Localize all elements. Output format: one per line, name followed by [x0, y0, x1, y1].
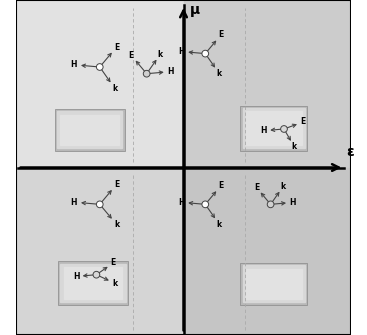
Circle shape: [202, 201, 208, 208]
Text: H: H: [178, 198, 184, 207]
Circle shape: [93, 271, 100, 278]
Text: E: E: [110, 259, 116, 267]
Bar: [184, 0, 351, 168]
Text: E: E: [301, 118, 306, 127]
Text: k: k: [292, 142, 297, 151]
Bar: [240, 263, 308, 305]
Text: k: k: [281, 182, 286, 191]
Text: E: E: [218, 30, 224, 40]
Bar: [61, 264, 126, 302]
Text: H: H: [289, 198, 296, 207]
Text: E: E: [128, 51, 134, 60]
Bar: [246, 269, 302, 299]
Bar: [57, 111, 122, 148]
Bar: [243, 265, 305, 302]
Text: k: k: [112, 279, 117, 288]
Text: E: E: [254, 183, 259, 192]
Text: E: E: [114, 43, 119, 52]
Circle shape: [143, 70, 150, 77]
Bar: [240, 106, 308, 151]
Text: k: k: [158, 50, 163, 59]
Text: k: k: [112, 84, 117, 93]
Text: H: H: [261, 126, 267, 135]
Text: H: H: [178, 47, 184, 56]
Text: H: H: [70, 198, 77, 207]
Text: H: H: [70, 60, 77, 69]
Circle shape: [267, 201, 274, 208]
Text: H: H: [73, 272, 79, 281]
Bar: [184, 168, 351, 335]
Bar: [16, 168, 184, 335]
Bar: [16, 0, 184, 168]
Bar: [61, 115, 119, 145]
Circle shape: [202, 50, 208, 57]
Text: k: k: [217, 220, 222, 229]
Text: k: k: [217, 69, 222, 78]
Bar: [64, 267, 122, 299]
Text: μ: μ: [190, 3, 200, 17]
Text: E: E: [114, 180, 119, 189]
Text: H: H: [167, 67, 174, 76]
Bar: [55, 109, 125, 151]
Bar: [58, 261, 128, 305]
Bar: [246, 111, 302, 145]
Text: k: k: [114, 220, 119, 229]
Circle shape: [281, 126, 287, 132]
Text: E: E: [218, 181, 224, 190]
Text: ε: ε: [346, 145, 354, 159]
Circle shape: [97, 201, 103, 208]
Bar: [243, 108, 305, 148]
Circle shape: [97, 64, 103, 70]
